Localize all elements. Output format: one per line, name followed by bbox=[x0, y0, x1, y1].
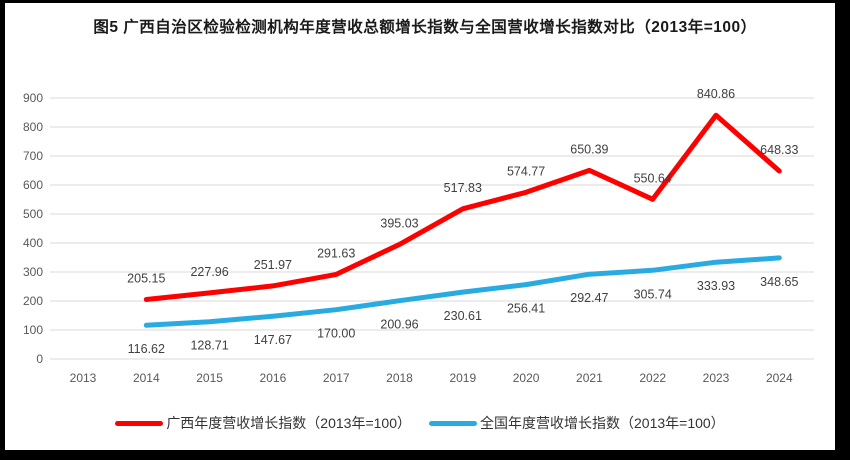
y-axis-tick-label: 400 bbox=[23, 236, 43, 250]
data-label: 230.61 bbox=[444, 309, 482, 323]
data-label: 348.65 bbox=[760, 275, 798, 289]
data-label: 574.77 bbox=[507, 164, 545, 178]
guangxi-line-swatch-icon bbox=[115, 420, 164, 426]
y-axis-tick-label: 700 bbox=[23, 149, 43, 163]
x-axis-tick-label: 2016 bbox=[260, 371, 287, 385]
data-label: 251.97 bbox=[254, 258, 292, 272]
data-label: 147.67 bbox=[254, 333, 292, 347]
series-line-1 bbox=[143, 255, 782, 328]
legend-label-guangxi: 广西年度营收增长指数（2013年=100） bbox=[166, 415, 411, 431]
y-axis-tick-label: 300 bbox=[23, 265, 43, 279]
x-axis-tick-label: 2017 bbox=[323, 371, 350, 385]
data-label: 128.71 bbox=[190, 339, 228, 353]
x-axis-tick-label: 2020 bbox=[513, 371, 540, 385]
line-chart: 0 100 200 300 400 500 600 700 800 900 2013 2014 2015… bbox=[23, 87, 814, 385]
data-label: 517.83 bbox=[444, 181, 482, 195]
y-axis-tick-label: 600 bbox=[23, 178, 43, 192]
data-label: 227.96 bbox=[190, 265, 228, 279]
y-axis-tick-label: 200 bbox=[23, 294, 43, 308]
x-axis-tick-label: 2022 bbox=[639, 371, 666, 385]
data-label: 291.63 bbox=[317, 246, 355, 260]
data-label: 840.86 bbox=[697, 87, 735, 101]
data-label: 200.96 bbox=[380, 318, 418, 332]
y-axis-tick-label: 0 bbox=[36, 352, 43, 366]
x-axis-tick-label: 2024 bbox=[766, 371, 793, 385]
legend-item-national: 全国年度营收增长指数（2013年=100） bbox=[429, 413, 725, 433]
data-label: 333.93 bbox=[697, 279, 735, 293]
x-axis-tick-label: 2018 bbox=[386, 371, 413, 385]
x-axis-tick-label: 2015 bbox=[196, 371, 223, 385]
chart-title: 图5 广西自治区检验检测机构年度营收总额增长指数与全国营收增长指数对比（2013… bbox=[93, 19, 757, 36]
data-label: 550.64 bbox=[634, 171, 672, 185]
y-axis-tick-label: 500 bbox=[23, 207, 43, 221]
x-axis-tick-label: 2013 bbox=[70, 371, 97, 385]
series-line-0 bbox=[143, 112, 782, 302]
y-axis-tick-label: 800 bbox=[23, 120, 43, 134]
legend-item-guangxi: 广西年度营收增长指数（2013年=100） bbox=[115, 413, 411, 433]
data-label: 648.33 bbox=[760, 143, 798, 157]
data-label: 395.03 bbox=[380, 216, 418, 230]
legend: 广西年度营收增长指数（2013年=100） 全国年度营收增长指数（2013年=1… bbox=[5, 413, 835, 433]
x-axis-tick-label: 2023 bbox=[703, 371, 730, 385]
legend-label-national: 全国年度营收增长指数（2013年=100） bbox=[480, 415, 725, 431]
x-axis-tick-label: 2014 bbox=[133, 371, 160, 385]
data-label: 170.00 bbox=[317, 327, 355, 341]
y-axis-tick-label: 900 bbox=[23, 91, 43, 105]
data-label: 292.47 bbox=[570, 291, 608, 305]
national-line-swatch-icon bbox=[429, 420, 477, 426]
data-label: 305.74 bbox=[634, 287, 672, 301]
data-label: 205.15 bbox=[127, 272, 165, 286]
y-axis-tick-label: 100 bbox=[23, 323, 43, 337]
x-axis-tick-label: 2019 bbox=[449, 371, 476, 385]
data-label: 650.39 bbox=[570, 142, 608, 156]
x-axis-tick-label: 2021 bbox=[576, 371, 603, 385]
data-label: 116.62 bbox=[128, 342, 165, 356]
data-label: 256.41 bbox=[507, 302, 545, 316]
